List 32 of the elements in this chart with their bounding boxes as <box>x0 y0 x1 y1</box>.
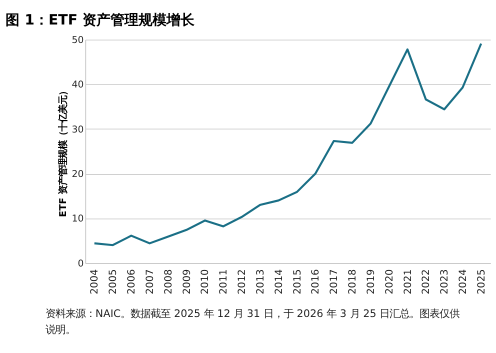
x-tick-label: 2017 <box>329 269 340 294</box>
y-tick-label: 10 <box>72 214 84 225</box>
x-tick-label: 2018 <box>348 269 359 294</box>
y-tick-label: 40 <box>72 80 84 91</box>
x-tick-label: 2014 <box>274 269 285 294</box>
x-tick-label: 2010 <box>200 269 212 294</box>
y-tick-label: 50 <box>72 34 84 46</box>
x-tick-label: 2005 <box>108 269 120 294</box>
x-tick-label: 2011 <box>218 269 230 294</box>
x-tick-label: 2013 <box>255 269 266 294</box>
x-tick-label: 2019 <box>366 269 377 294</box>
y-tick-label: 20 <box>72 168 84 180</box>
x-tick-label: 2004 <box>90 269 101 294</box>
x-tick-label: 2020 <box>384 269 396 294</box>
x-tick-label: 2012 <box>237 269 248 294</box>
line-series <box>93 42 482 246</box>
text: 资料来源：NAIC。数据截至 2025 年 12 月 31 日，于 2026 年 3 月 25 日汇总。图表仅供说明。 <box>45 308 460 336</box>
x-tick-label: 2024 <box>458 269 470 294</box>
x-tick-label: 2025 <box>476 269 488 294</box>
x-tick-label: 2015 <box>292 269 304 294</box>
x-tick-label: 2007 <box>144 269 156 294</box>
x-tick-label: 2016 <box>310 269 322 294</box>
y-tick-label: 0 <box>78 258 84 270</box>
x-tick-label: 2021 <box>402 269 414 294</box>
x-tick-label: 2022 <box>421 269 432 294</box>
x-tick-label: 2006 <box>126 269 138 294</box>
y-tick-label: 30 <box>72 124 84 136</box>
x-tick-label: 2008 <box>163 269 174 294</box>
x-tick-label: 2023 <box>440 269 451 294</box>
chart-title: 图 1：ETF 资产管理规模增长 <box>6 11 196 28</box>
y-axis-title: ETF 资产管理规模（十亿美元） <box>58 86 70 218</box>
x-tick-label: 2009 <box>182 269 193 294</box>
